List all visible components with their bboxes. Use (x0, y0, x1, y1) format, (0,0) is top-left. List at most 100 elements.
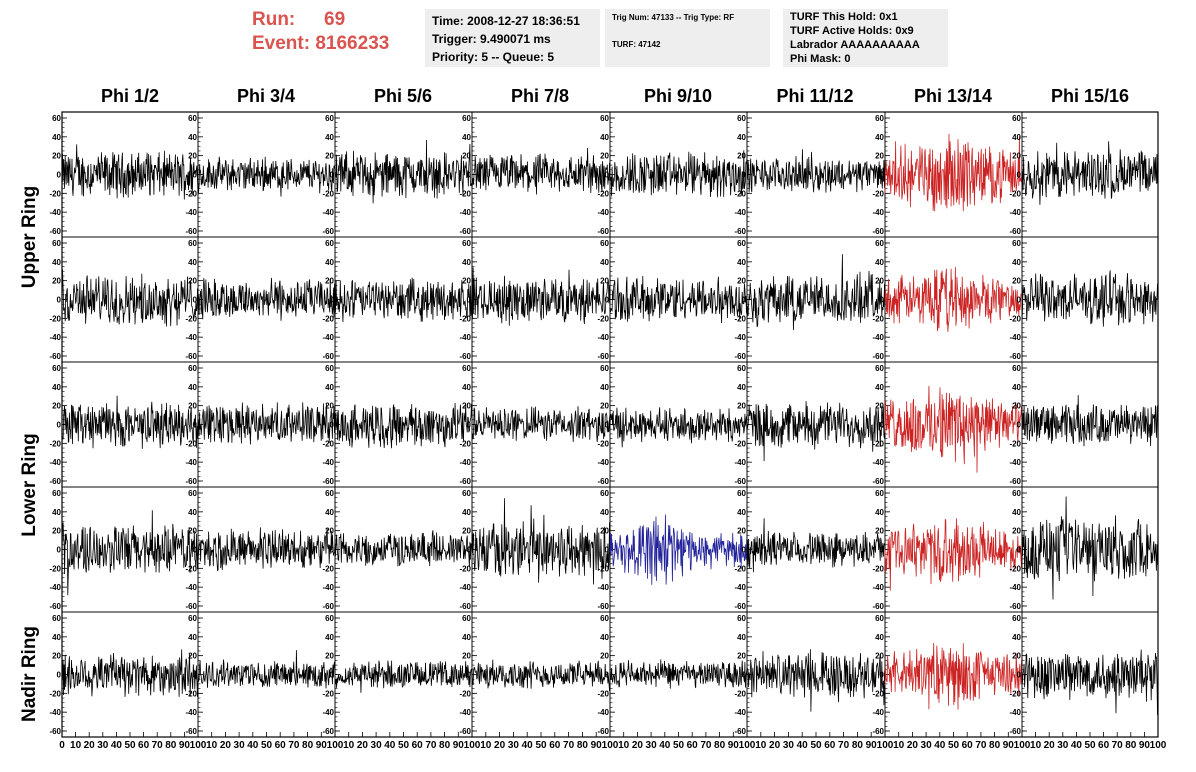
x-tick-label: 50 (124, 740, 136, 751)
y-tick-label: 60 (52, 489, 61, 498)
y-tick-label: 20 (462, 152, 471, 161)
y-tick-label: 60 (188, 489, 197, 498)
x-tick-label: 50 (398, 740, 410, 751)
trigger-info-panel: Time: 2008-12-27 18:36:51 Trigger: 9.490… (425, 9, 600, 67)
y-tick-label: -60 (1009, 477, 1021, 486)
y-tick-label: 20 (325, 652, 334, 661)
y-tick-label: -40 (734, 333, 746, 342)
y-tick-label: 60 (600, 489, 609, 498)
waveform-r0-c3 (471, 147, 611, 195)
y-tick-label: -60 (597, 352, 609, 361)
x-tick-label: 90 (1139, 740, 1151, 751)
y-tick-label: 40 (737, 133, 746, 142)
x-tick-label: 10 (893, 740, 905, 751)
y-tick-label: -20 (597, 689, 609, 698)
column-header-phi-13-14: Phi 13/14 (913, 86, 993, 106)
y-tick-label: -40 (734, 208, 746, 217)
y-tick-label: 40 (462, 508, 471, 517)
waveform-r1-c2 (334, 277, 473, 323)
y-tick-label: 20 (52, 527, 61, 536)
y-tick-label: 60 (737, 364, 746, 373)
x-tick-label: 40 (659, 740, 671, 751)
y-tick-label: 0 (193, 171, 198, 180)
x-tick-label: 100 (602, 740, 619, 751)
waveform-r1-c7 (1021, 270, 1159, 327)
waveform-r2-c6 (884, 385, 1023, 473)
waveform-r4-c3 (471, 659, 611, 692)
x-tick-label: 30 (1057, 740, 1069, 751)
waveform-r2-c0 (61, 395, 199, 449)
x-tick-label: 10 (70, 740, 82, 751)
trig-num: Trig Num: 47133 -- Trig Type: RF (612, 13, 735, 22)
waveform-r1-c0 (61, 269, 199, 327)
y-tick-label: 40 (462, 258, 471, 267)
column-header-phi-3-4: Phi 3/4 (236, 86, 296, 106)
y-tick-label: 60 (325, 364, 334, 373)
x-tick-label: 10 (755, 740, 767, 751)
y-tick-label: 40 (188, 258, 197, 267)
y-tick-label: -60 (322, 602, 334, 611)
y-tick-label: 0 (880, 671, 885, 680)
y-tick-label: -40 (1009, 583, 1021, 592)
y-tick-label: 20 (875, 652, 884, 661)
y-tick-label: -40 (322, 708, 334, 717)
x-tick-label: 20 (494, 740, 506, 751)
trig-num-panel: Trig Num: 47133 -- Trig Type: RF TURF: 4… (605, 9, 770, 67)
x-tick-label: 40 (384, 740, 396, 751)
x-tick-label: 20 (220, 740, 232, 751)
y-tick-label: 0 (330, 296, 335, 305)
y-tick-label: -40 (872, 208, 884, 217)
y-tick-label: -60 (872, 227, 884, 236)
y-tick-label: -60 (734, 727, 746, 736)
y-tick-label: -20 (49, 564, 61, 573)
y-tick-label: 60 (462, 489, 471, 498)
y-tick-label: 20 (600, 652, 609, 661)
phi-mask: Phi Mask: 0 (790, 53, 851, 65)
y-tick-label: -20 (734, 189, 746, 198)
y-tick-label: 40 (52, 508, 61, 517)
y-tick-label: -20 (872, 564, 884, 573)
y-tick-label: 0 (880, 296, 885, 305)
y-tick-label: 40 (600, 258, 609, 267)
y-tick-label: -60 (322, 227, 334, 236)
event-value: 8166233 (315, 33, 390, 54)
y-tick-label: 40 (325, 383, 334, 392)
column-header-phi-15-16: Phi 15/16 (1050, 86, 1130, 106)
x-tick-label: 100 (739, 740, 756, 751)
y-tick-label: 0 (742, 296, 747, 305)
x-tick-label: 30 (921, 740, 933, 751)
y-tick-label: 0 (467, 671, 472, 680)
y-tick-label: 20 (875, 527, 884, 536)
y-tick-label: -60 (597, 727, 609, 736)
run-line: Run: 69 (252, 8, 422, 32)
waveform-r4-c6 (884, 642, 1023, 710)
x-tick-label: 40 (1071, 740, 1083, 751)
y-tick-label: -60 (1009, 227, 1021, 236)
y-tick-label: -20 (597, 439, 609, 448)
y-tick-label: 40 (462, 133, 471, 142)
x-tick-label: 90 (591, 740, 603, 751)
y-tick-label: 20 (737, 402, 746, 411)
y-tick-label: 0 (467, 171, 472, 180)
x-tick-label: 20 (907, 740, 919, 751)
waveform-r3-c1 (197, 527, 336, 572)
x-tick-label: 50 (261, 740, 273, 751)
y-tick-label: 20 (188, 402, 197, 411)
y-tick-label: -60 (185, 227, 197, 236)
y-tick-label: 20 (737, 652, 746, 661)
y-tick-label: 60 (52, 614, 61, 623)
y-tick-label: -20 (734, 689, 746, 698)
x-tick-label: 40 (522, 740, 534, 751)
y-tick-label: -20 (185, 564, 197, 573)
y-tick-label: 0 (330, 171, 335, 180)
waveform-r2-c5 (746, 401, 886, 462)
y-tick-label: 60 (875, 239, 884, 248)
trigger-priority: Priority: 5 -- Queue: 5 (432, 50, 555, 64)
waveform-r4-c7 (1021, 649, 1159, 716)
y-tick-label: 20 (737, 527, 746, 536)
x-tick-label: 40 (111, 740, 123, 751)
y-tick-label: 20 (52, 652, 61, 661)
y-tick-label: 0 (467, 296, 472, 305)
y-tick-label: 0 (742, 546, 747, 555)
